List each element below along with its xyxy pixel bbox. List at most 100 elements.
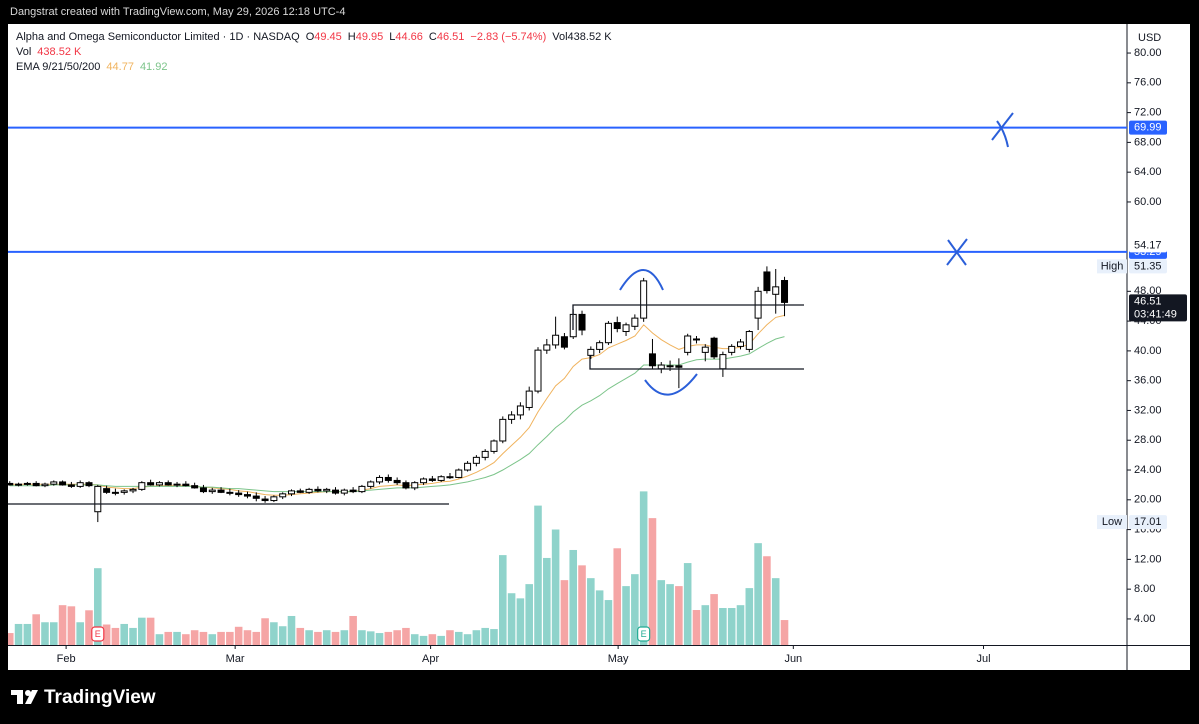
candle-body — [199, 487, 207, 493]
volume-bar — [270, 622, 278, 645]
volume-bar — [366, 631, 375, 645]
volume-bar — [525, 584, 533, 645]
volume-bar — [736, 605, 745, 645]
candle-body — [314, 488, 322, 492]
volume-bar — [146, 617, 155, 645]
volume-bar — [58, 605, 67, 645]
volume-bar — [463, 634, 472, 645]
legend-volume: Vol 438.52 K — [16, 45, 612, 60]
legend: Alpha and Omega Semiconductor Limited · … — [16, 30, 612, 75]
candle-body — [393, 479, 401, 484]
y-tick-label: 72.00 — [1134, 107, 1162, 119]
volume-bar — [322, 630, 331, 645]
volume-bar — [384, 631, 393, 645]
volume-bar — [199, 631, 208, 645]
last-price: 46.51 — [1134, 295, 1162, 307]
candle-body — [446, 476, 454, 479]
ohlc-prefix: L — [389, 31, 396, 43]
y-tick-label: 24.00 — [1134, 464, 1162, 476]
x-tick-label: Jun — [784, 653, 802, 665]
volume-bar — [428, 634, 437, 645]
candle-body — [8, 482, 14, 486]
ohlc-value: 49.95 — [355, 31, 384, 43]
level-label: 69.99 — [1134, 121, 1162, 133]
y-tick-label: 36.00 — [1134, 375, 1162, 387]
hand-arc-bottom — [644, 373, 698, 396]
candle-body — [596, 342, 604, 350]
earnings-marker — [637, 626, 651, 642]
candle-body — [261, 498, 269, 502]
earnings-label: E — [641, 629, 647, 639]
candle-body — [543, 344, 551, 351]
candle-body — [622, 324, 630, 333]
candle-body — [781, 280, 789, 303]
candle-body — [155, 482, 163, 486]
volume-bar — [261, 618, 269, 645]
volume-bar — [692, 610, 701, 645]
candle-body — [428, 478, 436, 481]
candle-body — [103, 488, 111, 493]
candle-body — [772, 286, 780, 295]
ema-value: 41.92 — [139, 61, 168, 73]
candle-body — [358, 485, 366, 493]
volume-bar — [543, 557, 551, 645]
candle-body — [737, 341, 745, 347]
candle-body — [23, 482, 31, 485]
volume-bar — [587, 578, 595, 645]
low-marker-value-bg — [1129, 515, 1167, 530]
volume-bar — [595, 590, 604, 645]
candle-body — [648, 353, 656, 367]
y-tick-label: 40.00 — [1134, 345, 1162, 357]
volume-bar — [683, 563, 692, 645]
volume-bar — [8, 633, 14, 645]
volume-bar — [252, 631, 261, 645]
candle-body — [701, 346, 709, 353]
candle-body — [147, 482, 155, 486]
volume-bar — [393, 630, 401, 645]
candle-body — [367, 481, 375, 487]
candle-body — [516, 405, 524, 416]
y-tick-label: 12.00 — [1134, 553, 1162, 565]
candle-body — [464, 462, 472, 471]
volume-bar — [243, 630, 252, 645]
volume-bar — [226, 631, 234, 645]
volume-bar — [102, 624, 111, 645]
volume-bar — [314, 631, 322, 645]
candle-body — [94, 485, 102, 513]
x-tick-label: Feb — [57, 653, 76, 665]
volume-bar — [111, 627, 120, 645]
tradingview-logo-icon — [11, 690, 38, 704]
volume-bar — [780, 620, 789, 645]
volume-bar — [94, 568, 102, 645]
volume-bar — [287, 615, 296, 645]
volume-bar — [67, 606, 76, 645]
volume-bar — [358, 630, 366, 645]
low-marker-tag-bg — [1097, 515, 1127, 530]
candle-body — [376, 476, 384, 483]
volume-bar — [639, 491, 648, 645]
candle-body — [59, 481, 67, 486]
candle-body — [340, 489, 348, 494]
volume-bar — [278, 626, 287, 645]
hand-arc-top — [619, 269, 664, 291]
vol-value: 438.52 K — [567, 31, 612, 43]
legend-ema: EMA 9/21/50/200 44.77 41.92 — [16, 60, 612, 75]
volume-bar — [375, 633, 384, 645]
volume-bar — [578, 565, 586, 645]
ohlc-prefix: O — [305, 31, 315, 43]
volume-bar — [719, 608, 727, 645]
candle-body — [32, 482, 40, 487]
candle-body — [138, 482, 146, 490]
volume-bar — [648, 518, 657, 645]
candle-body — [164, 482, 172, 486]
y-tick-label: 4.00 — [1134, 613, 1155, 625]
candle-body — [173, 483, 181, 486]
volume-bar — [472, 630, 481, 645]
candle-body — [332, 489, 340, 494]
volume-bar — [32, 614, 40, 645]
x-tick-label: Jul — [976, 653, 990, 665]
volume-bar — [560, 580, 569, 645]
y-tick-label: 48.00 — [1134, 285, 1162, 297]
candle-body — [402, 482, 410, 489]
